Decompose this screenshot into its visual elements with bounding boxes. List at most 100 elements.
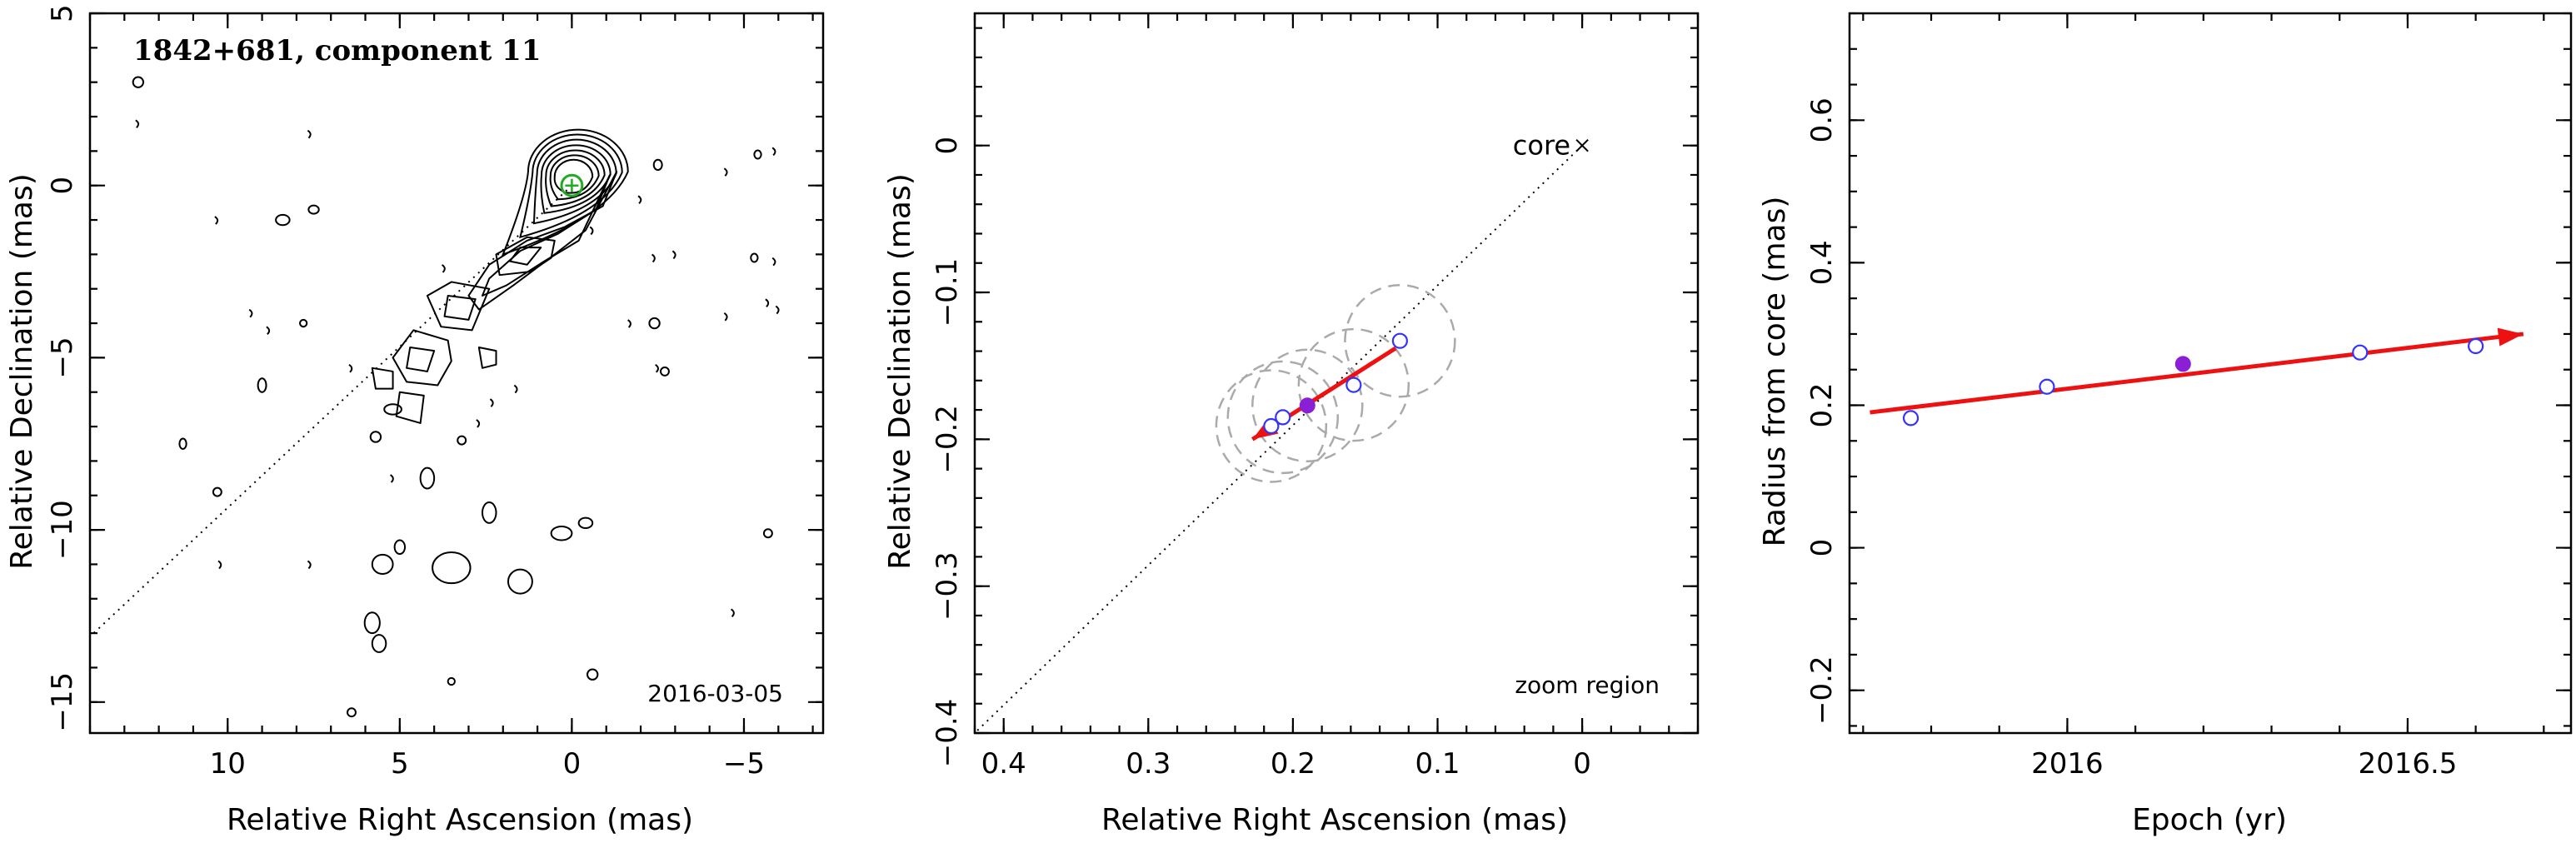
noise-contour xyxy=(299,318,308,328)
noise-contour xyxy=(457,435,467,446)
noise-contour xyxy=(507,568,533,595)
map-y-tick-label: −10 xyxy=(46,500,79,560)
noise-contour xyxy=(132,76,145,88)
jet-contour xyxy=(406,346,436,372)
noise-mark xyxy=(307,129,312,139)
noise-contour xyxy=(577,516,594,530)
map-x-tick-label: −5 xyxy=(723,747,765,781)
jet-contour xyxy=(371,367,394,390)
map-plot-area xyxy=(90,76,780,718)
noise-mark xyxy=(655,363,659,373)
noise-mark xyxy=(513,384,518,394)
noise-mark xyxy=(771,257,776,267)
zoom-point xyxy=(1263,417,1280,435)
noise-contour xyxy=(275,213,291,227)
noise-contour xyxy=(762,528,773,539)
noise-mark xyxy=(135,119,140,128)
radius-arrow-shaft xyxy=(1870,332,2524,415)
radius-arrow-head xyxy=(2497,327,2524,347)
jet-contour xyxy=(477,346,497,369)
noise-mark xyxy=(589,226,594,236)
radius-x-axis-label: Epoch (yr) xyxy=(2132,803,2287,837)
noise-contour xyxy=(550,525,573,541)
jet-contour xyxy=(467,171,618,311)
noise-mark xyxy=(651,253,656,263)
zoom-frame xyxy=(973,12,1700,735)
zoom-direction-line xyxy=(975,144,1583,733)
noise-mark xyxy=(214,216,219,225)
noise-mark xyxy=(723,167,728,177)
beam-circle xyxy=(1344,283,1456,398)
noise-contour xyxy=(371,634,387,653)
noise-contour xyxy=(363,611,381,635)
noise-contour xyxy=(307,204,320,215)
noise-contour xyxy=(750,252,759,263)
zoom-x-axis-label: Relative Right Ascension (mas) xyxy=(1101,803,1568,837)
radius-point xyxy=(1902,410,1920,426)
map-title: 1842+681, component 11 xyxy=(133,34,542,67)
noise-contour xyxy=(648,317,661,330)
radius-point-filled xyxy=(2174,356,2191,372)
noise-contour xyxy=(212,486,222,497)
beam-circle xyxy=(1297,327,1410,442)
radius-y-tick-label: 0.6 xyxy=(1805,97,1839,142)
zoom-y-tick-label: −0.3 xyxy=(931,551,964,621)
noise-mark xyxy=(348,363,353,373)
radius-y-tick-label: 0.4 xyxy=(1805,240,1839,285)
noise-mark xyxy=(627,319,632,328)
noise-mark xyxy=(489,398,494,407)
noise-contour xyxy=(753,149,762,160)
zoom-point xyxy=(1391,332,1408,349)
map-y-tick-label: −5 xyxy=(46,337,79,378)
zoom-point xyxy=(1345,377,1362,393)
noise-mark xyxy=(217,560,222,570)
noise-contour xyxy=(419,466,436,490)
jet-contour xyxy=(395,391,425,424)
map-x-tick-label: 0 xyxy=(563,747,582,781)
noise-contour xyxy=(369,431,382,443)
core-contour xyxy=(532,138,617,225)
noise-mark xyxy=(771,147,776,157)
noise-contour xyxy=(586,668,599,681)
noise-mark xyxy=(441,264,446,273)
vlbi-map-panel: 1842+681, component 11 2016-03-05 Relati… xyxy=(5,4,825,837)
core-contour xyxy=(545,149,606,207)
zoom-y-tick-label: 0 xyxy=(931,137,964,155)
noise-contour xyxy=(481,501,497,524)
map-frame xyxy=(88,12,825,735)
core-model-component xyxy=(560,173,584,197)
zoom-y-tick-label: −0.1 xyxy=(931,258,964,327)
core-contour xyxy=(540,144,612,214)
map-y-tick-label: −15 xyxy=(46,672,79,732)
zoom-plot-area xyxy=(975,138,1589,733)
radius-y-tick-label: 0 xyxy=(1805,539,1839,557)
map-y-tick-label: 5 xyxy=(46,4,79,22)
jet-contour xyxy=(495,236,556,277)
zoom-y-axis-label: Relative Declination (mas) xyxy=(883,173,917,570)
zoom-panel: zoom region Relative Right Ascension (ma… xyxy=(883,12,1700,837)
map-y-tick-label: 0 xyxy=(46,177,79,195)
zoom-x-tick-label: 0.3 xyxy=(1126,747,1171,781)
noise-mark xyxy=(248,308,253,318)
noise-mark xyxy=(723,312,728,322)
zoom-y-tick-label: −0.2 xyxy=(931,405,964,474)
noise-mark xyxy=(389,474,394,483)
noise-mark xyxy=(476,419,481,428)
radius-x-tick-label: 2016.5 xyxy=(2358,747,2457,781)
noise-contour xyxy=(257,377,267,393)
map-date: 2016-03-05 xyxy=(647,680,783,707)
jet-contour xyxy=(509,247,542,266)
zoom-point xyxy=(1275,409,1291,426)
core-label: core xyxy=(1513,130,1570,162)
radius-y-axis-label: Radius from core (mas) xyxy=(1758,197,1792,547)
zoom-region-label: zoom region xyxy=(1515,671,1660,699)
noise-mark xyxy=(671,250,676,260)
zoom-x-tick-label: 0.4 xyxy=(981,747,1026,781)
map-x-tick-label: 10 xyxy=(210,747,246,781)
zoom-point-filled xyxy=(1299,397,1315,414)
radius-epoch-panel: Epoch (yr) Radius from core (mas) 2016 20… xyxy=(1758,12,2573,837)
noise-contour xyxy=(393,539,407,556)
radius-point xyxy=(2352,344,2369,361)
core-cross xyxy=(1575,138,1589,152)
